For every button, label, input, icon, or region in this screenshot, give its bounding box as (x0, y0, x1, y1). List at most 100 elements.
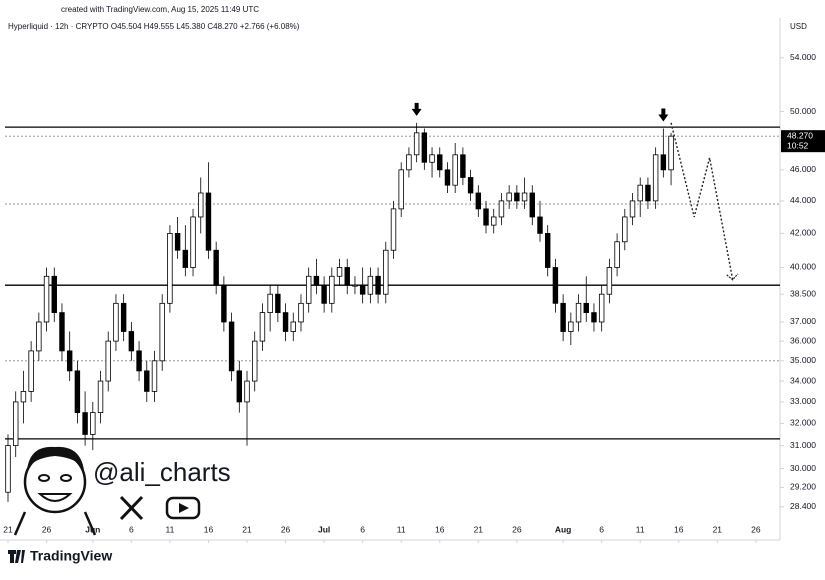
candle-body (622, 216, 628, 243)
y-tick-label: 40.000 (790, 262, 816, 272)
candle-body (228, 321, 235, 372)
candle-body (120, 302, 127, 332)
candle-body (537, 216, 543, 234)
x-tick-label: 26 (751, 524, 761, 534)
candle-body (136, 350, 142, 372)
candle-body (344, 267, 350, 286)
y-tick-label: 46.000 (790, 164, 816, 174)
x-tick-label: 16 (435, 524, 445, 534)
y-tick-label: 42.000 (790, 228, 816, 238)
candle-body (51, 275, 57, 313)
candle-body (383, 249, 389, 295)
candle-body (221, 284, 227, 323)
candle-body (413, 132, 420, 156)
candle-body (82, 412, 88, 435)
y-tick-label: 33.000 (790, 396, 816, 406)
candle-body (444, 169, 451, 186)
candle-body (629, 200, 636, 218)
candle-body (43, 275, 50, 323)
candle-body (275, 293, 281, 313)
x-tick-label: 21 (713, 524, 723, 534)
avatar-shoulders (13, 511, 97, 536)
x-icon (119, 495, 144, 521)
candle-body (467, 177, 474, 194)
candle-body (213, 249, 219, 286)
x-tick-label: 16 (204, 524, 214, 534)
y-tick-label: 38.500 (790, 288, 816, 298)
candle-body (28, 350, 34, 392)
candle-body (151, 360, 158, 392)
candle-body (267, 293, 273, 313)
candle-body (521, 192, 528, 202)
y-tick-label: 36.000 (790, 335, 816, 345)
y-tick-label: 29.200 (790, 482, 816, 492)
candle-body (313, 275, 320, 286)
countdown: 10:52 (787, 140, 809, 150)
candle-body (668, 135, 674, 171)
candle-body (36, 321, 42, 352)
candle-body (190, 216, 196, 268)
currency: USD (790, 22, 807, 31)
candle-body (352, 284, 358, 287)
candle-body (321, 284, 327, 304)
last-price-box (781, 130, 825, 153)
candle-body (398, 169, 404, 210)
x-tick-label: 11 (165, 524, 174, 534)
y-tick-label: 54.000 (790, 52, 816, 62)
candle-body (460, 154, 466, 178)
x-tick-label: 21 (3, 524, 13, 534)
symbol-legend: Hyperliquid · 12h · CRYPTO O45.504 H49.5… (8, 22, 300, 31)
candle-body (113, 302, 119, 342)
last-price-label: 48.270 (787, 130, 813, 140)
y-tick-label: 37.000 (790, 316, 816, 326)
youtube-icon (165, 496, 201, 520)
y-tick-label: 50.000 (790, 106, 816, 116)
candle-body (367, 275, 374, 295)
y-tick-label: 34.000 (790, 375, 816, 385)
brand-name: TradingView (30, 548, 112, 564)
candle-body (128, 331, 135, 352)
x-tick-label: 21 (242, 524, 252, 534)
x-tick-label: 6 (360, 524, 365, 534)
x-tick-label: 26 (281, 524, 291, 534)
down-arrow (411, 102, 422, 116)
candle-body (305, 275, 312, 304)
avatar-eye (38, 474, 50, 482)
candle-body (74, 370, 81, 413)
candle-body (12, 401, 19, 447)
candle-body (660, 154, 667, 171)
candle-body (66, 350, 73, 372)
candle-body (429, 154, 435, 163)
candle-body (90, 412, 96, 435)
x-tick-label: 6 (599, 524, 604, 534)
candle-body (244, 380, 250, 403)
candle-body (498, 200, 505, 218)
avatar-hair (27, 446, 84, 470)
y-tick-label: 35.000 (790, 355, 816, 365)
candle-body (452, 154, 458, 186)
candle-body (529, 192, 535, 218)
brand-logo (8, 550, 25, 563)
candle-body (282, 312, 289, 332)
handle: @ali_charts (93, 457, 231, 487)
candle-body (591, 312, 597, 323)
candle-body (552, 267, 559, 304)
x-tick-label: 26 (42, 524, 52, 534)
candle-body (506, 192, 512, 202)
x-tick-label: 16 (674, 524, 684, 534)
x-tick-label: 11 (636, 524, 645, 534)
x-tick-label: Jul (318, 524, 330, 534)
candle-body (560, 302, 566, 332)
candle-body (252, 340, 258, 382)
candle-body (390, 208, 397, 251)
projection-path (670, 122, 734, 280)
candle-body (568, 321, 574, 332)
candle-body (329, 275, 335, 304)
candle-body (475, 192, 482, 210)
x-tick-label: Aug (555, 524, 572, 534)
watermark: @ali_charts (13, 446, 231, 536)
candle-body (159, 302, 165, 362)
candle-body (205, 192, 212, 251)
candle-body (645, 184, 651, 202)
